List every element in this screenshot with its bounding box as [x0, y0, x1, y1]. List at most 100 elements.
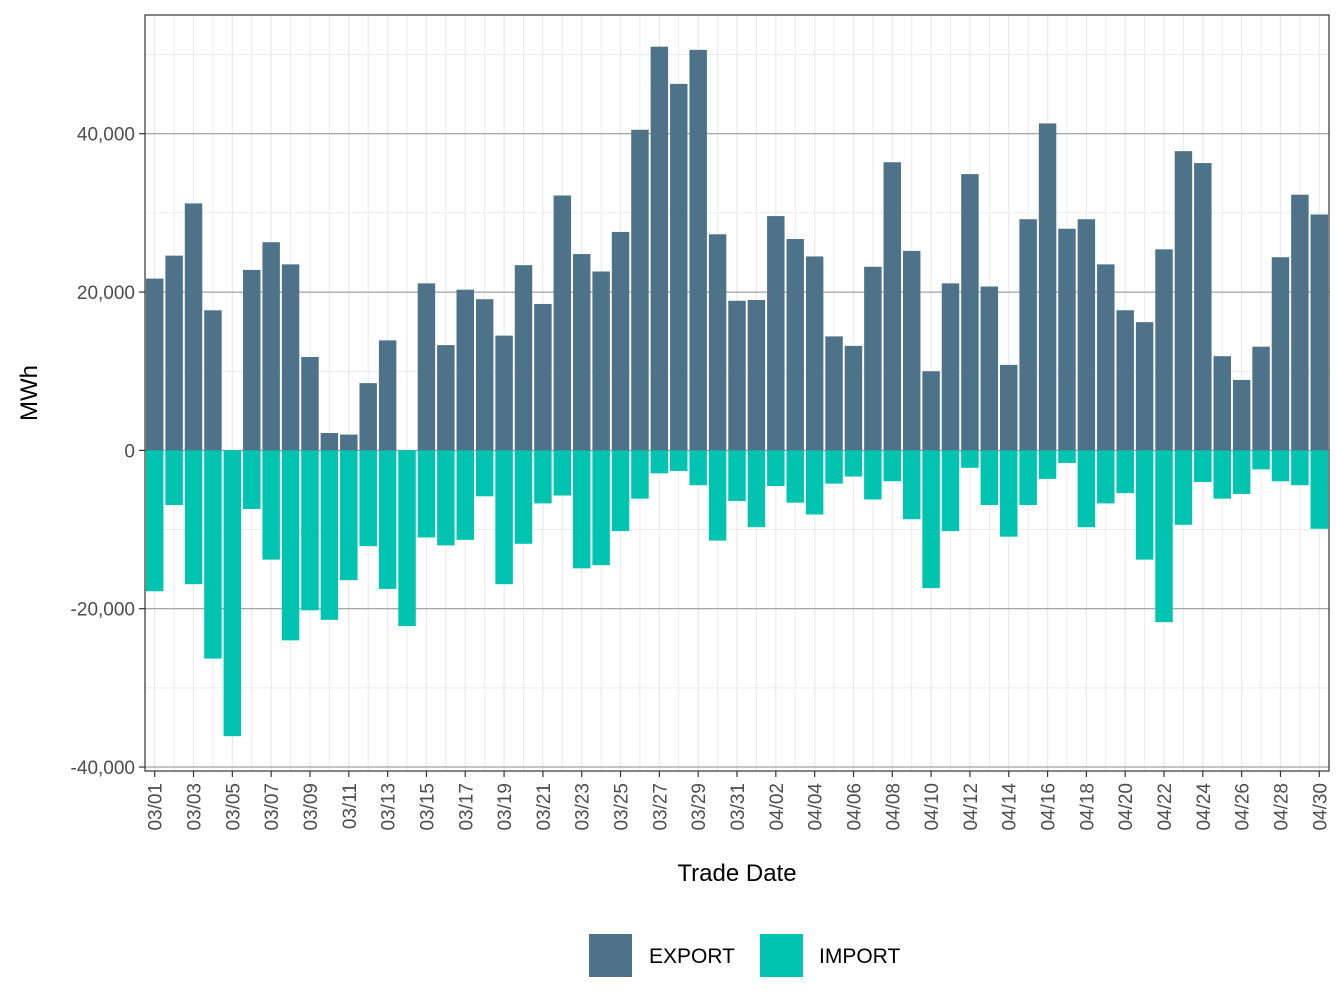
- bar-import-04-26: [1232, 450, 1251, 494]
- bar-import-04-03: [786, 450, 804, 503]
- bar-export-03-10: [320, 432, 339, 451]
- bar-export-04-30: [1310, 214, 1329, 451]
- bar-import-03-26: [631, 450, 649, 499]
- bar-import-03-23: [572, 450, 591, 569]
- bar-export-03-11: [340, 434, 358, 451]
- bar-import-03-05: [223, 450, 242, 737]
- bar-import-04-21: [1135, 450, 1154, 560]
- bar-import-03-14: [398, 450, 416, 627]
- bar-export-03-20: [514, 265, 533, 451]
- bar-import-04-08: [883, 450, 902, 482]
- bar-import-03-31: [728, 450, 746, 502]
- bar-import-03-24: [592, 450, 610, 566]
- bar-import-04-06: [844, 450, 863, 477]
- bar-import-04-25: [1213, 450, 1231, 499]
- bar-export-03-13: [378, 340, 397, 451]
- x-axis: 03/01 03/03 03/05 03/07 03/09 03/11 03/13 03/15…: [146, 771, 1331, 831]
- bar-export-03-26: [631, 129, 649, 451]
- y-tick-label: -40,000: [71, 758, 135, 779]
- bar-import-04-27: [1252, 450, 1270, 470]
- bar-import-03-27: [650, 450, 669, 474]
- bar-import-04-30: [1310, 450, 1329, 529]
- x-tick-label: 04/30: [1310, 783, 1331, 831]
- x-tick-label: 03/23: [573, 783, 594, 831]
- bar-export-04-21: [1135, 322, 1154, 451]
- x-tick-label: 04/14: [1000, 783, 1021, 831]
- x-tick-label: 04/26: [1233, 783, 1254, 831]
- bar-import-03-16: [437, 450, 455, 546]
- x-tick-label: 03/31: [728, 783, 749, 831]
- x-tick-label: 04/16: [1039, 783, 1060, 831]
- bar-export-04-04: [805, 256, 824, 451]
- bar-import-04-18: [1077, 450, 1096, 528]
- bar-import-04-01: [747, 450, 766, 528]
- x-tick-label: 04/10: [922, 783, 943, 831]
- bar-export-04-07: [864, 266, 882, 451]
- bar-export-04-10: [922, 371, 940, 451]
- bar-export-03-18: [475, 299, 494, 451]
- bar-import-04-20: [1116, 450, 1134, 494]
- bar-export-04-27: [1252, 346, 1270, 451]
- bar-export-03-21: [534, 303, 552, 451]
- bar-import-03-08: [281, 450, 300, 641]
- x-axis-title: Trade Date: [677, 860, 796, 887]
- y-tick-label: -20,000: [71, 600, 135, 621]
- x-tick-label: 03/01: [146, 783, 167, 831]
- y-tick-label: 40,000: [77, 125, 135, 146]
- legend-label-export: EXPORT: [649, 945, 735, 968]
- bar-export-03-01: [145, 278, 164, 451]
- bar-export-03-03: [184, 203, 203, 451]
- x-tick-label: 03/19: [495, 783, 516, 831]
- x-tick-label: 04/12: [961, 783, 982, 831]
- y-tick-label: 20,000: [77, 283, 135, 304]
- bar-export-03-06: [243, 269, 261, 451]
- bar-export-03-02: [165, 255, 183, 451]
- bar-export-03-17: [456, 289, 474, 451]
- x-tick-label: 04/02: [767, 783, 788, 831]
- bar-export-03-12: [359, 383, 377, 451]
- bar-import-03-13: [378, 450, 397, 589]
- x-tick-label: 04/28: [1271, 783, 1292, 831]
- bar-export-04-18: [1077, 219, 1096, 451]
- bar-export-03-07: [262, 242, 280, 451]
- bar-export-03-08: [281, 264, 300, 451]
- bar-export-03-29: [689, 49, 707, 451]
- bar-export-04-20: [1116, 310, 1134, 451]
- bar-import-04-28: [1271, 450, 1290, 482]
- bar-import-03-03: [184, 450, 203, 585]
- bar-import-04-05: [825, 450, 843, 484]
- bar-export-04-24: [1194, 163, 1212, 451]
- x-tick-label: 03/13: [379, 783, 400, 831]
- y-tick-label: 0: [124, 441, 135, 462]
- bar-export-04-23: [1174, 151, 1193, 451]
- bar-export-03-28: [670, 83, 688, 451]
- bar-import-03-07: [262, 450, 280, 560]
- bar-import-03-15: [417, 450, 436, 538]
- bar-export-04-16: [1038, 123, 1057, 451]
- bar-import-04-11: [941, 450, 960, 532]
- bar-import-04-12: [961, 450, 979, 468]
- bar-import-03-19: [495, 450, 513, 585]
- bar-export-03-25: [611, 231, 630, 451]
- bar-import-04-19: [1097, 450, 1115, 504]
- x-tick-label: 04/04: [806, 783, 827, 831]
- bar-import-04-10: [922, 450, 940, 589]
- bar-import-04-17: [1058, 450, 1076, 464]
- bar-export-04-06: [844, 345, 863, 451]
- bar-export-03-04: [204, 310, 222, 451]
- bar-import-03-06: [243, 450, 261, 509]
- bar-export-04-26: [1232, 379, 1251, 451]
- legend: EXPORT IMPORT: [589, 934, 900, 977]
- bar-import-03-01: [145, 450, 164, 592]
- bar-export-03-30: [708, 234, 727, 451]
- legend-label-import: IMPORT: [819, 945, 900, 968]
- bar-import-03-25: [611, 450, 630, 532]
- bar-import-04-23: [1174, 450, 1193, 525]
- x-tick-label: 03/25: [612, 783, 633, 831]
- bar-export-04-28: [1271, 257, 1290, 451]
- x-tick-label: 03/05: [223, 783, 244, 831]
- import-bars: [145, 450, 1329, 737]
- bar-export-03-31: [728, 300, 746, 451]
- x-tick-label: 03/17: [456, 783, 477, 831]
